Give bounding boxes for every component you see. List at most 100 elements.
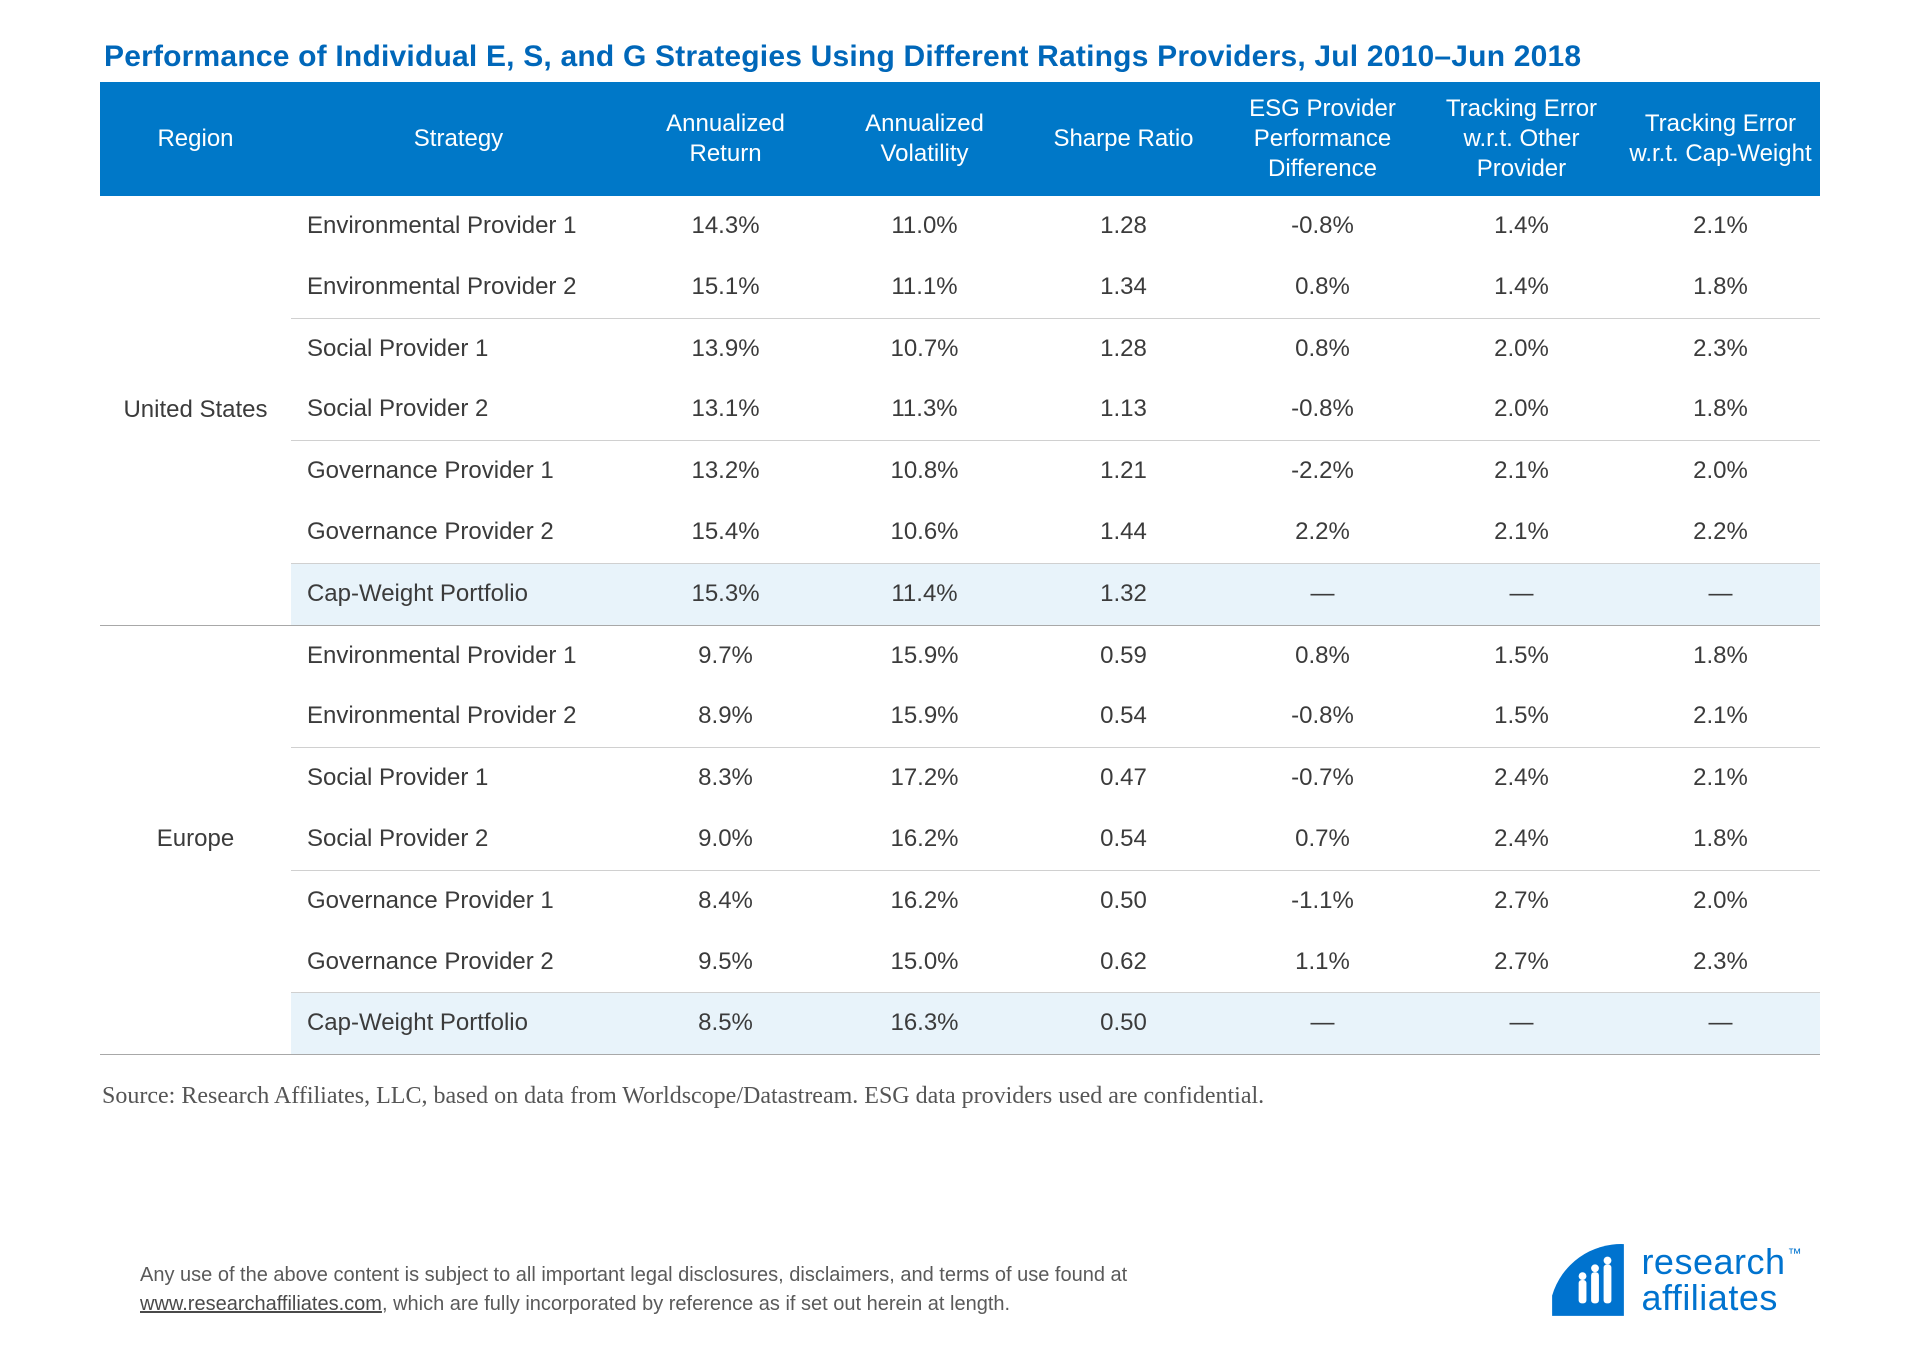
cell-esg-diff: -0.8% [1223, 196, 1422, 257]
cell-strategy: Governance Provider 1 [291, 870, 626, 931]
cell-sharpe: 1.32 [1024, 563, 1223, 625]
col-header-region: Region [100, 82, 291, 196]
cell-ann-return: 8.5% [626, 993, 825, 1055]
cell-strategy: Environmental Provider 2 [291, 257, 626, 318]
page-title: Performance of Individual E, S, and G St… [104, 40, 1820, 74]
col-header-strategy: Strategy [291, 82, 626, 196]
brand-logo-text: research affiliates [1641, 1244, 1800, 1316]
cell-esg-diff: -2.2% [1223, 441, 1422, 502]
cell-te-cap: 2.2% [1621, 502, 1820, 563]
cell-te-cap: 2.0% [1621, 870, 1820, 931]
cell-te-cap: 2.3% [1621, 932, 1820, 993]
cell-sharpe: 0.50 [1024, 993, 1223, 1055]
cell-esg-diff: — [1223, 993, 1422, 1055]
disclaimer-post: , which are fully incorporated by refere… [382, 1293, 1010, 1315]
cell-strategy: Environmental Provider 1 [291, 625, 626, 686]
cell-te-other: 2.7% [1422, 932, 1621, 993]
cell-ann-return: 13.2% [626, 441, 825, 502]
cell-ann-vol: 16.2% [825, 809, 1024, 870]
cell-ann-return: 15.4% [626, 502, 825, 563]
cell-ann-vol: 10.7% [825, 318, 1024, 379]
cell-te-cap: 2.0% [1621, 441, 1820, 502]
disclaimer-link[interactable]: www.researchaffiliates.com [140, 1293, 382, 1315]
cell-sharpe: 0.59 [1024, 625, 1223, 686]
cell-te-cap: 1.8% [1621, 379, 1820, 440]
cell-strategy: Social Provider 1 [291, 748, 626, 809]
table-row: Governance Provider 113.2%10.8%1.21-2.2%… [100, 441, 1820, 502]
cell-ann-vol: 10.8% [825, 441, 1024, 502]
cell-esg-diff: 1.1% [1223, 932, 1422, 993]
page: Performance of Individual E, S, and G St… [0, 0, 1920, 1359]
cell-ann-vol: 16.3% [825, 993, 1024, 1055]
cell-esg-diff: 0.7% [1223, 809, 1422, 870]
cell-esg-diff: — [1223, 563, 1422, 625]
cell-ann-return: 9.5% [626, 932, 825, 993]
cell-te-other: 2.0% [1422, 379, 1621, 440]
cell-strategy: Cap-Weight Portfolio [291, 993, 626, 1055]
cell-sharpe: 1.13 [1024, 379, 1223, 440]
cell-ann-return: 8.3% [626, 748, 825, 809]
cell-strategy: Environmental Provider 1 [291, 196, 626, 257]
cell-strategy: Social Provider 1 [291, 318, 626, 379]
disclaimer-pre: Any use of the above content is subject … [140, 1264, 1127, 1286]
table-row: Social Provider 113.9%10.7%1.280.8%2.0%2… [100, 318, 1820, 379]
cell-ann-return: 15.1% [626, 257, 825, 318]
research-affiliates-icon [1549, 1241, 1627, 1319]
cell-sharpe: 0.47 [1024, 748, 1223, 809]
cell-te-other: 2.7% [1422, 870, 1621, 931]
cell-ann-vol: 15.9% [825, 686, 1024, 747]
cell-sharpe: 1.21 [1024, 441, 1223, 502]
cell-te-other: 1.5% [1422, 625, 1621, 686]
cell-ann-vol: 10.6% [825, 502, 1024, 563]
cell-ann-vol: 11.4% [825, 563, 1024, 625]
cell-te-cap: — [1621, 993, 1820, 1055]
cell-te-cap: 1.8% [1621, 625, 1820, 686]
table-row: Environmental Provider 215.1%11.1%1.340.… [100, 257, 1820, 318]
table-row: Governance Provider 18.4%16.2%0.50-1.1%2… [100, 870, 1820, 931]
cell-te-cap: 2.1% [1621, 686, 1820, 747]
cell-ann-return: 13.1% [626, 379, 825, 440]
cell-te-other: 2.1% [1422, 441, 1621, 502]
cell-strategy: Environmental Provider 2 [291, 686, 626, 747]
cell-ann-return: 8.9% [626, 686, 825, 747]
cell-te-other: 1.4% [1422, 196, 1621, 257]
cell-ann-return: 9.7% [626, 625, 825, 686]
disclaimer-text: Any use of the above content is subject … [140, 1261, 1340, 1319]
cell-sharpe: 0.62 [1024, 932, 1223, 993]
col-header-esg-diff: ESG Provider Performance Difference [1223, 82, 1422, 196]
cell-ann-vol: 11.1% [825, 257, 1024, 318]
table-row: Social Provider 213.1%11.3%1.13-0.8%2.0%… [100, 379, 1820, 440]
cell-sharpe: 0.54 [1024, 686, 1223, 747]
region-cell: United States [100, 196, 291, 625]
cell-esg-diff: 2.2% [1223, 502, 1422, 563]
table-row: United StatesEnvironmental Provider 114.… [100, 196, 1820, 257]
table-row: Cap-Weight Portfolio8.5%16.3%0.50——— [100, 993, 1820, 1055]
cell-strategy: Governance Provider 2 [291, 932, 626, 993]
cell-sharpe: 1.44 [1024, 502, 1223, 563]
table-row: Governance Provider 29.5%15.0%0.621.1%2.… [100, 932, 1820, 993]
table-row: Governance Provider 215.4%10.6%1.442.2%2… [100, 502, 1820, 563]
table-row: Cap-Weight Portfolio15.3%11.4%1.32——— [100, 563, 1820, 625]
cell-sharpe: 1.28 [1024, 318, 1223, 379]
cell-esg-diff: -0.8% [1223, 379, 1422, 440]
footer: Any use of the above content is subject … [100, 1241, 1820, 1329]
cell-strategy: Cap-Weight Portfolio [291, 563, 626, 625]
cell-ann-return: 8.4% [626, 870, 825, 931]
table-header: Region Strategy Annualized Return Annual… [100, 82, 1820, 196]
cell-sharpe: 1.34 [1024, 257, 1223, 318]
cell-ann-vol: 16.2% [825, 870, 1024, 931]
cell-esg-diff: 0.8% [1223, 257, 1422, 318]
cell-esg-diff: -0.7% [1223, 748, 1422, 809]
brand-logo: research affiliates [1549, 1241, 1820, 1319]
cell-te-cap: 2.1% [1621, 196, 1820, 257]
brand-logo-line1: research [1641, 1244, 1800, 1280]
table-row: Social Provider 18.3%17.2%0.47-0.7%2.4%2… [100, 748, 1820, 809]
table-row: Social Provider 29.0%16.2%0.540.7%2.4%1.… [100, 809, 1820, 870]
cell-te-cap: 2.3% [1621, 318, 1820, 379]
cell-sharpe: 0.54 [1024, 809, 1223, 870]
col-header-ann-return: Annualized Return [626, 82, 825, 196]
cell-te-other: 2.4% [1422, 809, 1621, 870]
source-note: Source: Research Affiliates, LLC, based … [102, 1083, 1820, 1110]
region-cell: Europe [100, 625, 291, 1055]
brand-logo-line2: affiliates [1641, 1280, 1800, 1316]
